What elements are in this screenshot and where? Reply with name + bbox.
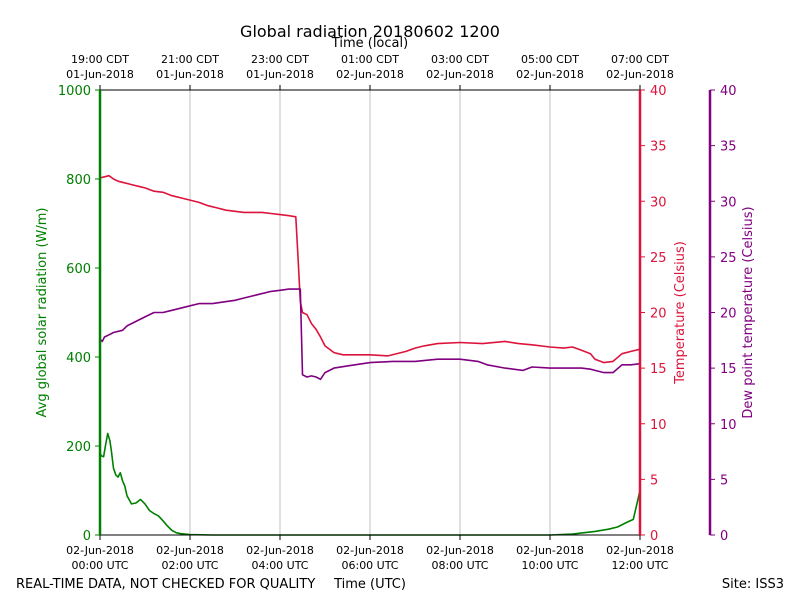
top-tick-label-date: 01-Jun-2018 <box>156 68 224 81</box>
temperature-tick-label: 20 <box>650 307 667 322</box>
x-tick-label-time: 02:00 UTC <box>161 559 218 572</box>
top-tick-label-date: 02-Jun-2018 <box>516 68 584 81</box>
top-tick-label-time: 19:00 CDT <box>71 53 129 66</box>
top-tick-label-time: 07:00 CDT <box>611 53 669 66</box>
top-tick-label-date: 02-Jun-2018 <box>606 68 674 81</box>
top-tick-label-time: 03:00 CDT <box>431 53 489 66</box>
dewpoint-tick-label: 20 <box>720 307 737 322</box>
x-axis-label: Time (UTC) <box>333 577 406 592</box>
chart-title: Global radiation 20180602 1200 <box>240 22 500 41</box>
temperature-tick-label: 10 <box>650 418 667 433</box>
dewpoint-tick-label: 25 <box>720 251 737 266</box>
radiation-tick-label: 600 <box>66 262 91 277</box>
x-tick-label-date: 02-Jun-2018 <box>426 544 494 557</box>
x-tick-label-date: 02-Jun-2018 <box>606 544 674 557</box>
dewpoint-tick-label: 40 <box>720 84 737 99</box>
x-tick-label-date: 02-Jun-2018 <box>156 544 224 557</box>
x-tick-label-date: 02-Jun-2018 <box>336 544 404 557</box>
grid-layer <box>189 90 551 535</box>
x-tick-label-time: 04:00 UTC <box>251 559 308 572</box>
top-tick-label-date: 02-Jun-2018 <box>426 68 494 81</box>
x-tick-label-time: 10:00 UTC <box>521 559 578 572</box>
top-tick-label-time: 01:00 CDT <box>341 53 399 66</box>
temperature-tick-label: 15 <box>650 362 667 377</box>
x-tick-label-time: 06:00 UTC <box>341 559 398 572</box>
x-tick-label-date: 02-Jun-2018 <box>516 544 584 557</box>
top-tick-label-date: 01-Jun-2018 <box>66 68 134 81</box>
dewpoint-tick-label: 10 <box>720 418 737 433</box>
dewpoint-tick-label: 15 <box>720 362 737 377</box>
dewpoint-tick-label: 35 <box>720 140 737 155</box>
dewpoint-tick-label: 5 <box>720 473 728 488</box>
radiation-tick-label: 800 <box>66 173 91 188</box>
dewpoint-tick-label: 30 <box>720 195 737 210</box>
dewpoint-axis-label: Dew point temperature (Celsius) <box>741 206 756 418</box>
top-tick-label-date: 02-Jun-2018 <box>336 68 404 81</box>
temperature-tick-label: 30 <box>650 195 667 210</box>
x-tick-label-time: 12:00 UTC <box>611 559 668 572</box>
temperature-tick-label: 25 <box>650 251 667 266</box>
x-tick-label-time: 00:00 UTC <box>71 559 128 572</box>
temperature-axis-label: Temperature (Celsius) <box>673 241 688 385</box>
site-label: Site: ISS3 <box>722 577 784 592</box>
top-axis-label: Time (local) <box>331 36 408 51</box>
quality-note: REAL-TIME DATA, NOT CHECKED FOR QUALITY <box>16 577 315 592</box>
radiation-tick-label: 400 <box>66 351 91 366</box>
radiation-tick-label: 0 <box>83 529 91 544</box>
x-tick-label-date: 02-Jun-2018 <box>246 544 314 557</box>
temperature-tick-label: 5 <box>650 473 658 488</box>
top-tick-label-time: 05:00 CDT <box>521 53 579 66</box>
radiation-axis-label: Avg global solar radiation (W/m) <box>35 208 50 418</box>
x-tick-label-time: 08:00 UTC <box>431 559 488 572</box>
dewpoint-tick-label: 0 <box>720 529 728 544</box>
temperature-tick-label: 0 <box>650 529 658 544</box>
radiation-tick-label: 1000 <box>58 84 91 99</box>
x-tick-label-date: 02-Jun-2018 <box>66 544 134 557</box>
temperature-tick-label: 35 <box>650 140 667 155</box>
series-line-dewpoint <box>99 288 641 381</box>
top-tick-label-date: 01-Jun-2018 <box>246 68 314 81</box>
top-tick-label-time: 21:00 CDT <box>161 53 219 66</box>
temperature-tick-label: 40 <box>650 84 667 99</box>
radiation-tick-label: 200 <box>66 440 91 455</box>
text-layer: Global radiation 20180602 1200 Time (loc… <box>16 22 784 592</box>
top-tick-label-time: 23:00 CDT <box>251 53 309 66</box>
series-line-temperature <box>99 174 641 364</box>
